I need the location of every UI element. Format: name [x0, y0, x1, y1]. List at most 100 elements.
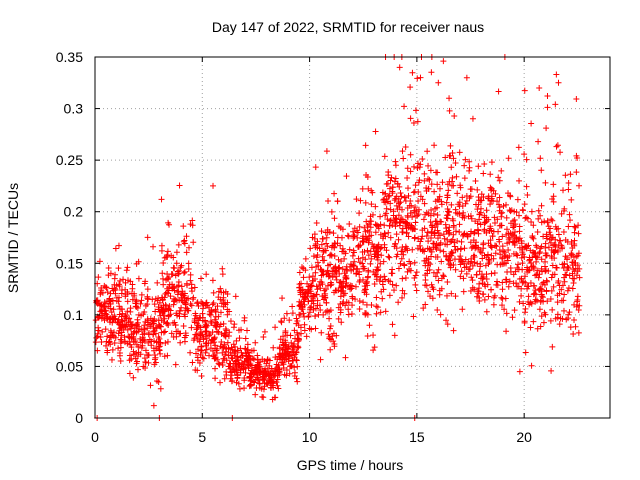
data-point	[479, 280, 486, 287]
data-point	[421, 248, 428, 255]
data-point	[367, 248, 374, 255]
data-point	[387, 217, 394, 224]
data-point	[494, 216, 501, 223]
data-point	[381, 273, 388, 280]
data-point	[363, 218, 370, 225]
data-point	[463, 74, 470, 81]
data-point	[244, 347, 251, 354]
data-point	[435, 266, 442, 273]
data-point	[381, 230, 388, 237]
data-point	[330, 230, 337, 237]
data-point	[548, 274, 555, 281]
data-point	[210, 336, 217, 343]
data-point	[279, 354, 286, 361]
data-point	[432, 205, 439, 212]
data-point	[565, 311, 572, 318]
data-point	[370, 332, 377, 339]
data-point	[386, 192, 393, 199]
data-point	[300, 274, 307, 281]
data-point	[510, 233, 517, 240]
data-point	[559, 245, 566, 252]
data-point	[454, 190, 461, 197]
data-point	[293, 357, 300, 364]
data-point	[566, 309, 573, 316]
data-point	[327, 346, 334, 353]
data-point	[452, 266, 459, 273]
data-point	[331, 252, 338, 259]
data-point	[436, 193, 443, 200]
data-point	[112, 315, 119, 322]
data-point	[434, 253, 441, 260]
data-point	[185, 307, 192, 314]
data-point	[524, 264, 531, 271]
data-point	[568, 239, 575, 246]
data-point	[493, 281, 500, 288]
data-point	[164, 338, 171, 345]
data-point	[413, 269, 420, 276]
data-point	[558, 297, 565, 304]
data-point	[385, 172, 392, 179]
data-point	[403, 229, 410, 236]
data-point	[424, 245, 431, 252]
data-point	[352, 296, 359, 303]
data-point	[316, 282, 323, 289]
data-point	[260, 394, 267, 401]
data-point	[305, 313, 312, 320]
data-point	[468, 274, 475, 281]
data-point	[438, 258, 445, 265]
data-point	[485, 293, 492, 300]
data-point	[180, 223, 187, 230]
data-point	[490, 301, 497, 308]
data-point	[129, 281, 136, 288]
data-point	[529, 234, 536, 241]
data-point	[234, 347, 241, 354]
data-point	[545, 244, 552, 251]
data-point	[164, 253, 171, 260]
data-point	[385, 229, 392, 236]
data-point	[415, 197, 422, 204]
data-point	[169, 281, 176, 288]
data-point	[194, 299, 201, 306]
data-point	[95, 274, 102, 281]
data-point	[360, 276, 367, 283]
data-point	[99, 328, 106, 335]
data-point	[126, 352, 133, 359]
data-point	[430, 210, 437, 217]
plot-frame	[94, 56, 611, 419]
data-point	[525, 242, 532, 249]
data-point	[542, 252, 549, 259]
data-point	[341, 255, 348, 262]
data-point	[356, 297, 363, 304]
data-point	[337, 285, 344, 292]
data-point	[318, 228, 325, 235]
data-point	[211, 316, 218, 323]
data-point	[175, 288, 182, 295]
data-point	[149, 317, 156, 324]
data-point	[259, 376, 266, 383]
data-point	[365, 221, 372, 228]
data-point	[504, 269, 511, 276]
data-point	[295, 344, 302, 351]
data-point	[398, 193, 405, 200]
data-point	[228, 378, 235, 385]
data-point	[119, 321, 126, 328]
data-point	[487, 184, 494, 191]
data-point	[499, 254, 506, 261]
data-point	[247, 377, 254, 384]
data-point	[452, 246, 459, 253]
data-point	[412, 107, 419, 114]
data-point	[398, 255, 405, 262]
data-point	[130, 329, 137, 336]
data-point	[144, 286, 151, 293]
data-point	[518, 237, 525, 244]
data-point	[290, 348, 297, 355]
data-point	[338, 319, 345, 326]
data-point	[282, 350, 289, 357]
data-point	[466, 158, 473, 165]
data-point	[480, 170, 487, 177]
data-point	[188, 324, 195, 331]
data-point	[183, 280, 190, 287]
data-point	[479, 255, 486, 262]
data-point	[560, 187, 567, 194]
data-point	[479, 290, 486, 297]
